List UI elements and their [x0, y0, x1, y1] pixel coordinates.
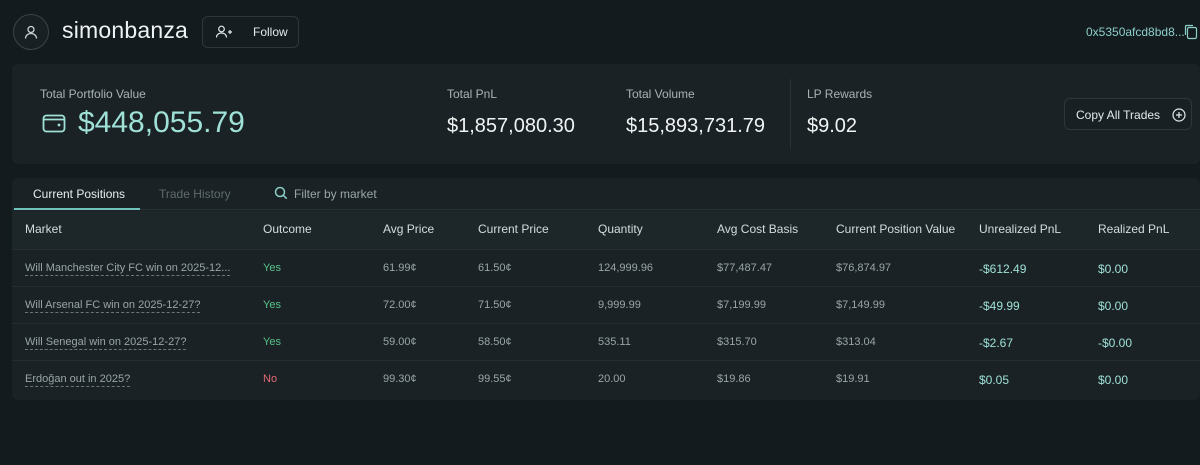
stats-panel: Total Portfolio Value $448,055.79 Total … [12, 64, 1200, 164]
avg-price-cell: 59.00¢ [383, 336, 417, 348]
unrealized-pnl-cell: -$49.99 [979, 299, 1020, 313]
table-row[interactable]: Erdoğan out in 2025? No 99.30¢ 99.55¢ 20… [12, 360, 1200, 397]
positions-panel: Current Positions Trade History Market O… [12, 178, 1200, 400]
active-tab-indicator [14, 208, 140, 210]
plus-circle-icon [1172, 108, 1186, 122]
pnl-label: Total PnL [447, 87, 498, 101]
filter-input[interactable] [294, 184, 584, 204]
position-value-cell: $313.04 [836, 336, 876, 348]
realized-pnl-cell: $0.00 [1098, 299, 1129, 313]
realized-pnl-cell: -$0.00 [1098, 336, 1133, 350]
realized-pnl-cell: $0.00 [1098, 373, 1129, 387]
copy-icon[interactable] [1184, 24, 1198, 40]
column-quantity[interactable]: Quantity [598, 222, 643, 236]
wallet-icon [42, 114, 66, 133]
market-link[interactable]: Will Senegal win on 2025-12-27? [25, 336, 187, 350]
column-realized-pnl[interactable]: Realized PnL [1098, 222, 1170, 236]
avg-price-cell: 72.00¢ [383, 299, 417, 311]
current-price-cell: 71.50¢ [478, 299, 512, 311]
outcome-cell: Yes [263, 336, 281, 348]
position-value-cell: $76,874.97 [836, 262, 892, 274]
column-position-value[interactable]: Current Position Value [836, 222, 956, 236]
divider [790, 79, 791, 149]
user-plus-icon [215, 25, 232, 38]
column-unrealized-pnl[interactable]: Unrealized PnL [979, 222, 1062, 236]
column-avg-cost-basis[interactable]: Avg Cost Basis [717, 222, 799, 236]
table-row[interactable]: Will Senegal win on 2025-12-27? Yes 59.0… [12, 323, 1200, 360]
unrealized-pnl-cell: -$2.67 [979, 336, 1014, 350]
avatar[interactable] [13, 14, 49, 50]
pnl-value: $1,857,080.30 [447, 115, 575, 137]
current-price-cell: 99.55¢ [478, 373, 512, 385]
outcome-cell: Yes [263, 262, 281, 274]
copy-all-trades-button[interactable]: Copy All Trades [1064, 98, 1192, 130]
user-icon [24, 25, 38, 39]
position-value-cell: $19.91 [836, 373, 870, 385]
outcome-cell: No [263, 373, 278, 385]
avg-price-cell: 61.99¢ [383, 262, 417, 274]
market-link[interactable]: Erdoğan out in 2025? [25, 373, 131, 387]
column-current-price[interactable]: Current Price [478, 222, 549, 236]
current-price-cell: 58.50¢ [478, 336, 512, 348]
volume-value: $15,893,731.79 [626, 115, 766, 137]
search-icon [274, 186, 288, 200]
volume-label: Total Volume [626, 87, 695, 101]
username: simonbanza [62, 17, 189, 43]
profile-header: simonbanza Follow 0x5350afcd8bd8... [0, 0, 1200, 64]
unrealized-pnl-cell: $0.05 [979, 373, 1010, 387]
lp-rewards-label: LP Rewards [807, 87, 873, 101]
quantity-cell: 9,999.99 [598, 299, 641, 311]
portfolio-value: $448,055.79 [78, 106, 245, 139]
outcome-cell: Yes [263, 299, 281, 311]
table-row[interactable]: Will Arsenal FC win on 2025-12-27? Yes 7… [12, 286, 1200, 323]
tab-trade-history[interactable]: Trade History [159, 187, 231, 201]
avg-price-cell: 99.30¢ [383, 373, 417, 385]
portfolio-label: Total Portfolio Value [40, 87, 146, 101]
quantity-cell: 535.11 [598, 336, 631, 348]
market-link[interactable]: Will Arsenal FC win on 2025-12-27? [25, 299, 201, 313]
table-row[interactable]: Will Manchester City FC win on 2025-12..… [12, 249, 1200, 286]
tab-bar: Current Positions Trade History [12, 178, 1200, 210]
quantity-cell: 20.00 [598, 373, 626, 385]
copy-all-trades-label: Copy All Trades [1076, 108, 1161, 122]
column-avg-price[interactable]: Avg Price [383, 222, 435, 236]
table-header: Market Outcome Avg Price Current Price Q… [12, 211, 1200, 249]
follow-button[interactable]: Follow [202, 16, 299, 48]
position-value-cell: $7,149.99 [836, 299, 885, 311]
column-outcome[interactable]: Outcome [263, 222, 312, 236]
market-link[interactable]: Will Manchester City FC win on 2025-12..… [25, 262, 231, 276]
unrealized-pnl-cell: -$612.49 [979, 262, 1027, 276]
follow-label: Follow [253, 25, 288, 39]
current-price-cell: 61.50¢ [478, 262, 512, 274]
avg-cost-cell: $315.70 [717, 336, 757, 348]
avg-cost-cell: $7,199.99 [717, 299, 766, 311]
avg-cost-cell: $19.86 [717, 373, 751, 385]
column-market[interactable]: Market [25, 222, 62, 236]
wallet-address[interactable]: 0x5350afcd8bd8... [1086, 25, 1185, 39]
filter-bar [272, 182, 592, 206]
realized-pnl-cell: $0.00 [1098, 262, 1129, 276]
lp-rewards-value: $9.02 [807, 115, 858, 137]
avg-cost-cell: $77,487.47 [717, 262, 773, 274]
tab-current-positions[interactable]: Current Positions [33, 187, 126, 201]
quantity-cell: 124,999.96 [598, 262, 654, 274]
